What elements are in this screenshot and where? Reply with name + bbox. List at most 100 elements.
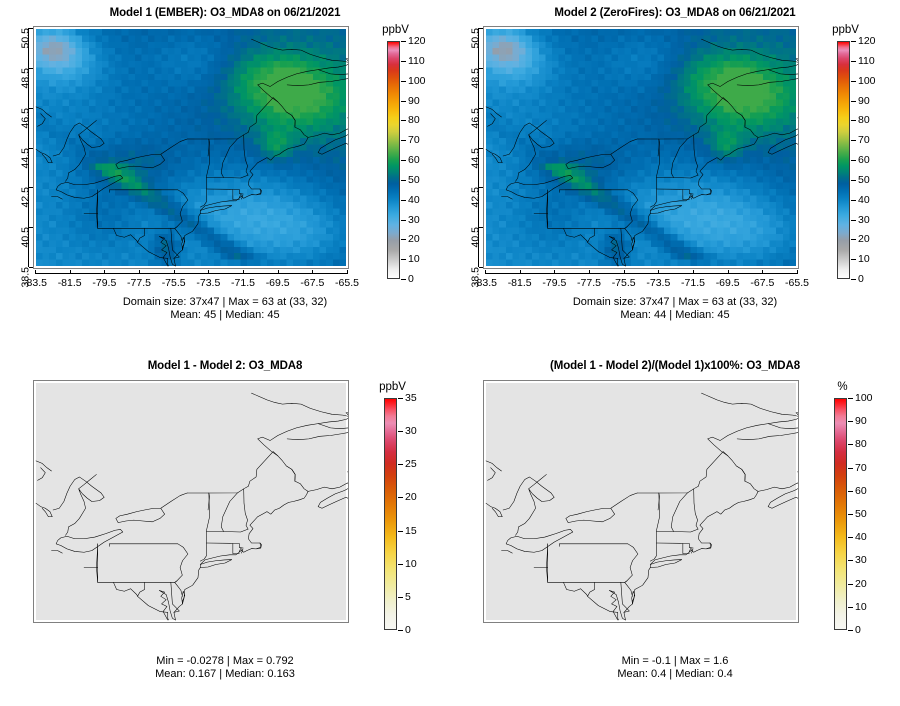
y-axis-label: 44.5 [469, 147, 481, 168]
colorbar-tick-label: 10 [855, 600, 867, 613]
map-boundary-path [624, 214, 650, 266]
stats-line-2: Mean: 44 | Median: 45 [620, 309, 730, 321]
colorbar-tick [848, 514, 853, 515]
colorbar-tick [851, 140, 856, 141]
colorbar-tick-label: 40 [855, 531, 867, 544]
map-boundary-path [161, 139, 187, 154]
colorbar-tick-label: 100 [408, 74, 426, 87]
map-boundary-path [113, 228, 137, 242]
map-plot-model2[interactable] [483, 26, 799, 269]
x-axis-label: -83.5 [23, 277, 47, 289]
x-axis-label: -67.5 [750, 277, 775, 289]
map-boundary-path [200, 491, 308, 564]
colorbar-tick-label: 10 [405, 557, 417, 570]
colorbar-gradient [387, 41, 400, 279]
map-boundary-path [657, 175, 699, 178]
map-boundary-path [200, 493, 209, 561]
map-boundary-path [701, 39, 798, 63]
colorbar-tick [851, 160, 856, 161]
colorbar-tick [398, 597, 403, 598]
map-boundary-path [548, 190, 621, 229]
x-axis-tick [485, 270, 486, 274]
map-boundary-path [138, 582, 168, 612]
stats-caption-model2: Domain size: 37x47 | Max = 63 at (33, 32… [450, 296, 900, 322]
colorbar-tick-label: 30 [405, 425, 417, 438]
colorbar-tick [851, 279, 856, 280]
map-boundary-path [506, 175, 573, 198]
map-boundary-path [486, 107, 502, 117]
map-boundary-path [683, 189, 690, 199]
map-plot-model1[interactable] [33, 26, 349, 269]
colorbar-tick [401, 140, 406, 141]
stats-line-2: Mean: 45 | Median: 45 [170, 309, 280, 321]
x-axis-tick [139, 270, 140, 274]
y-axis-line [28, 28, 29, 267]
colorbar-tick-label: 50 [855, 508, 867, 520]
y-axis-line [478, 28, 479, 267]
panel-title-model2: Model 2 (ZeroFires): O3_MDA8 on 06/21/20… [554, 7, 796, 19]
colorbar-tick [848, 444, 853, 445]
colorbar-tick [401, 180, 406, 181]
colorbar-tick [848, 398, 853, 399]
map-boundary-path [79, 474, 97, 488]
map-boundary-path [501, 551, 512, 554]
y-axis-tick [29, 67, 33, 69]
y-axis-tick [479, 28, 483, 29]
map-boundary-path [171, 581, 177, 583]
colorbar-tick-label: 70 [855, 461, 867, 474]
colorbar-tick [851, 120, 856, 121]
x-axis-label: -81.5 [57, 277, 82, 289]
map-plot-percent-difference[interactable] [483, 380, 799, 623]
map-boundary-path [174, 568, 200, 620]
colorbar-tick-label: 25 [405, 458, 417, 471]
colorbar-unit-label: ppbV [832, 24, 859, 36]
y-axis-label: 48.5 [19, 67, 31, 89]
map-boundary-path [650, 137, 758, 210]
colorbar-tick [398, 531, 403, 532]
colorbar-tick-label: 120 [858, 35, 876, 47]
map-boundary-path [207, 543, 244, 548]
y-axis-tick [29, 267, 33, 268]
map-boundary-path [609, 590, 625, 620]
colorbar-gradient [837, 41, 850, 279]
y-axis-tick [29, 227, 33, 229]
y-axis-label: 44.5 [19, 147, 31, 168]
coastline-overlay-percent-difference [484, 381, 798, 622]
map-boundary-path [650, 493, 659, 561]
map-boundary-path [175, 228, 183, 242]
stats-line-1: Min = -0.1 | Max = 1.6 [621, 655, 729, 667]
map-plot-difference[interactable] [33, 380, 349, 623]
colorbar-tick-label: 40 [408, 193, 420, 206]
colorbar-tick-label: 70 [858, 134, 870, 147]
map-boundary-path [256, 189, 261, 195]
y-axis-tick [29, 187, 33, 189]
colorbar-difference: ppbV 0 5 10 15 20 25 30 35 [379, 381, 504, 646]
x-axis-tick [173, 270, 175, 274]
colorbar-tick [398, 497, 403, 498]
x-axis-label: -71.5 [231, 277, 255, 289]
map-boundary-path [251, 39, 348, 63]
x-axis-label: -79.5 [92, 277, 117, 289]
x-axis-tick [104, 270, 106, 274]
map-boundary-path [706, 189, 711, 195]
colorbar-tick-label: 30 [408, 213, 420, 226]
map-boundary-path [625, 568, 633, 583]
map-boundary-path [98, 190, 171, 229]
y-axis-tick [29, 107, 33, 109]
map-boundary-path [96, 190, 97, 229]
map-boundary-path [187, 452, 278, 493]
map-boundary-path [116, 508, 165, 522]
y-axis-tick [479, 187, 483, 189]
map-boundary-path [56, 529, 123, 552]
panel-difference: Model 1 - Model 2: O3_MDA8 ppbV 0 5 10 15 20 2… [0, 353, 450, 706]
map-boundary-path [174, 214, 200, 266]
colorbar-tick [851, 220, 856, 221]
map-boundary-path [650, 206, 681, 214]
stats-line-2: Mean: 0.4 | Median: 0.4 [617, 668, 733, 680]
colorbar-tick [401, 200, 406, 201]
map-boundary-path [501, 197, 512, 200]
map-boundary-path [207, 175, 249, 178]
y-axis-label: 40.5 [19, 227, 31, 248]
y-axis-tick [29, 28, 33, 29]
panel-title-difference: Model 1 - Model 2: O3_MDA8 [147, 360, 303, 372]
